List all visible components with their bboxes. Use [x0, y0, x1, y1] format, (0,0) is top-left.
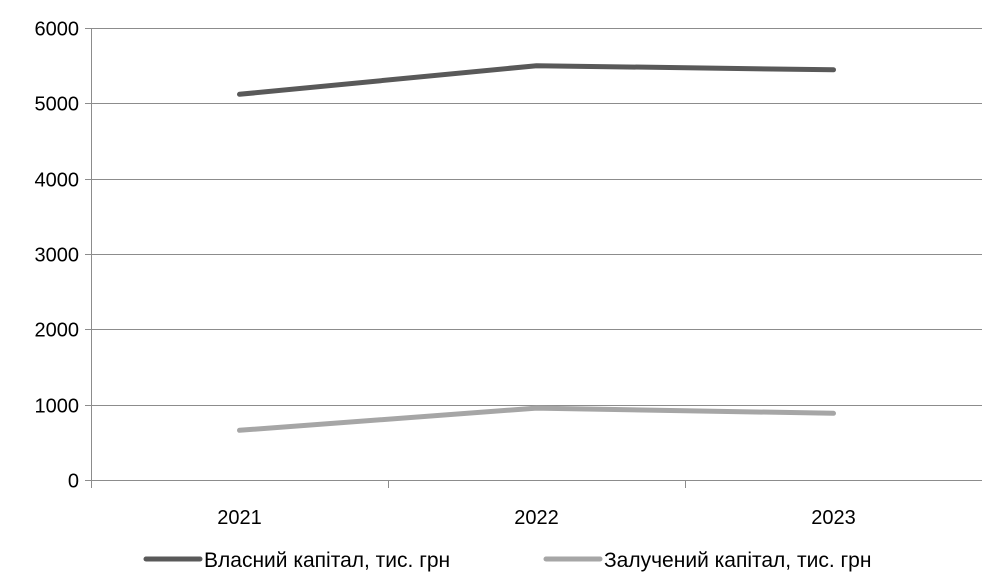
y-tick-label: 3000 [35, 245, 80, 267]
y-tick-label: 4000 [35, 170, 80, 192]
x-tick-label: 2023 [811, 507, 856, 529]
legend-label-2: Залучений капітал, тис. грн [604, 549, 871, 572]
gridlines [91, 28, 982, 406]
series-lines [237, 63, 836, 433]
y-tick-label: 5000 [35, 94, 80, 116]
legend-label-1: Власний капітал, тис. грн [204, 549, 450, 572]
x-axis-tick-labels: 2021 2022 2023 [217, 507, 856, 529]
axes [85, 28, 982, 488]
x-tick-label: 2021 [217, 507, 262, 529]
y-tick-label: 6000 [35, 19, 80, 41]
y-axis-tick-labels: 0 1000 2000 3000 4000 5000 6000 [35, 19, 80, 493]
y-tick-label: 2000 [35, 320, 80, 342]
y-tick-label: 1000 [35, 396, 80, 418]
x-tick-label: 2022 [514, 507, 559, 529]
series-line-2 [237, 405, 836, 433]
legend: Власний капітал, тис. грн Залучений капіт… [143, 549, 871, 572]
y-tick-label: 0 [68, 471, 79, 493]
series-line-1 [237, 63, 836, 97]
